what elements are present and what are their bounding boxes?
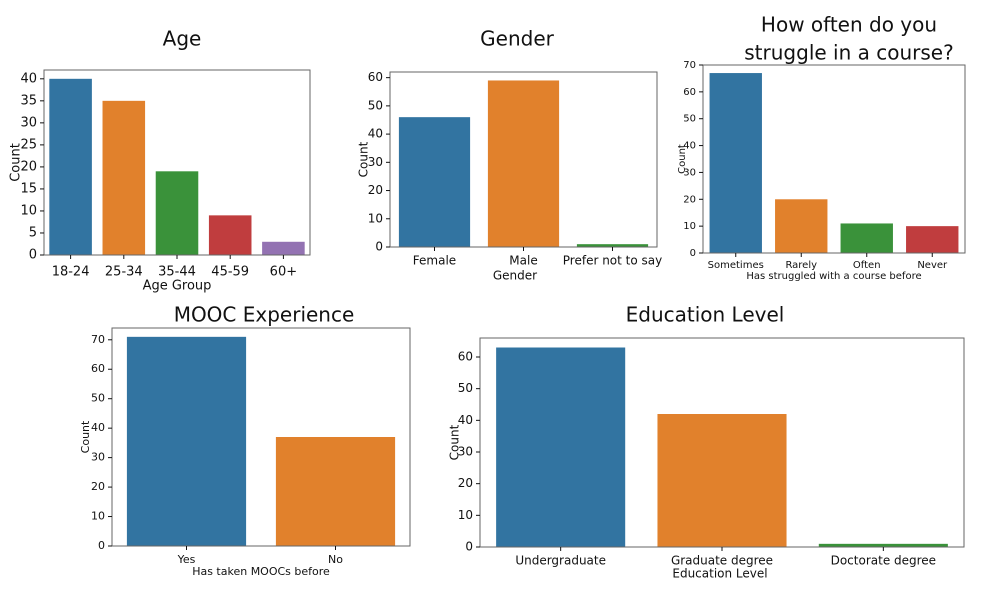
bar-struggle-2 xyxy=(840,223,893,253)
y-tick-label: 20 xyxy=(20,159,37,174)
x-tick-label: 25-34 xyxy=(105,265,143,280)
x-tick-label: Prefer not to say xyxy=(563,254,662,268)
y-tick-label: 50 xyxy=(683,114,696,125)
y-tick-label: 40 xyxy=(683,141,696,152)
bar-education-0 xyxy=(496,347,626,547)
y-axis-label: Count xyxy=(357,141,371,177)
bar-age-4 xyxy=(262,241,305,255)
y-tick-label: 60 xyxy=(91,362,105,375)
x-tick-label: Graduate degree xyxy=(671,554,773,568)
chart-title: Age xyxy=(163,27,202,51)
x-axis-label: Age Group xyxy=(143,279,212,294)
y-tick-label: 50 xyxy=(458,381,473,395)
x-tick-label: Sometimes xyxy=(708,260,764,271)
bar-age-3 xyxy=(208,215,252,255)
y-tick-label: 5 xyxy=(29,225,37,240)
y-axis-label: Count xyxy=(79,420,92,453)
bar-age-1 xyxy=(102,100,146,255)
bar-gender-0 xyxy=(398,117,471,248)
y-tick-label: 0 xyxy=(465,540,473,554)
y-tick-label: 20 xyxy=(91,480,105,493)
y-tick-label: 35 xyxy=(20,93,37,108)
chart-title: Gender xyxy=(480,27,554,51)
chart-title: MOOC Experience xyxy=(174,303,355,327)
x-tick-label: Never xyxy=(917,260,948,271)
x-tick-label: Doctorate degree xyxy=(831,554,936,568)
y-tick-label: 70 xyxy=(91,333,105,346)
x-tick-label: No xyxy=(328,553,343,566)
chart-title: How often do you xyxy=(761,13,937,37)
bar-age-0 xyxy=(49,78,92,255)
bar-struggle-3 xyxy=(906,226,959,253)
y-axis-label: Count xyxy=(448,424,462,460)
y-tick-label: 40 xyxy=(458,413,473,427)
y-tick-label: 0 xyxy=(98,539,105,552)
y-tick-label: 40 xyxy=(368,127,383,141)
y-tick-label: 15 xyxy=(20,181,37,196)
x-tick-label: 45-59 xyxy=(211,265,249,280)
y-tick-label: 40 xyxy=(91,421,105,434)
y-tick-label: 10 xyxy=(91,510,105,523)
y-tick-label: 10 xyxy=(683,221,696,232)
chart-education: Education Level 0 10 20 30 40 50 60 Undergraduat… xyxy=(448,303,965,581)
y-tick-label: 10 xyxy=(458,508,473,522)
x-tick-label: Rarely xyxy=(785,260,817,271)
y-tick-label: 0 xyxy=(690,248,696,259)
y-tick-label: 60 xyxy=(683,87,696,98)
plot-frame xyxy=(702,64,966,254)
y-tick-label: 0 xyxy=(29,248,37,263)
bar-mooc-1 xyxy=(275,437,396,546)
y-tick-label: 10 xyxy=(368,211,383,225)
y-tick-label: 30 xyxy=(20,115,37,130)
y-tick-label: 25 xyxy=(20,137,37,152)
y-tick-label: 50 xyxy=(368,98,383,112)
bar-gender-2 xyxy=(576,244,649,247)
x-tick-label: Yes xyxy=(177,553,196,566)
y-tick-label: 20 xyxy=(683,194,696,205)
y-tick-label: 20 xyxy=(368,183,383,197)
chart-title: struggle in a course? xyxy=(744,41,953,65)
bar-mooc-0 xyxy=(126,336,247,546)
y-tick-label: 10 xyxy=(20,203,37,218)
bar-education-1 xyxy=(657,414,787,547)
bar-struggle-1 xyxy=(775,199,828,253)
y-tick-label: 40 xyxy=(20,71,37,86)
chart-age: Age 0 5 10 15 20 25 30 35 40 18-24 25-34 35-44 45-59 6… xyxy=(9,27,311,294)
x-tick-label: Undergraduate xyxy=(515,554,606,568)
bar-age-2 xyxy=(155,171,199,255)
y-tick-label: 20 xyxy=(458,476,473,490)
y-tick-label: 60 xyxy=(458,350,473,364)
x-axis-label: Has struggled with a course before xyxy=(746,271,921,282)
y-tick-label: 50 xyxy=(91,392,105,405)
chart-title: Education Level xyxy=(626,303,785,327)
x-tick-label: 35-44 xyxy=(158,265,196,280)
x-tick-label: Often xyxy=(853,260,881,271)
x-tick-label: Female xyxy=(413,254,456,268)
y-axis-label: Count xyxy=(9,143,24,182)
x-axis-label: Has taken MOOCs before xyxy=(192,565,330,578)
y-tick-label: 30 xyxy=(683,167,696,178)
x-tick-label: 18-24 xyxy=(52,265,90,280)
x-tick-label: 60+ xyxy=(270,265,297,280)
x-axis-label: Education Level xyxy=(672,567,767,581)
bar-gender-1 xyxy=(487,80,560,247)
y-tick-label: 30 xyxy=(458,445,473,459)
y-tick-label: 70 xyxy=(683,60,696,71)
y-tick-label: 0 xyxy=(375,240,383,254)
bar-struggle-0 xyxy=(709,73,762,253)
chart-struggle: How often do you struggle in a course? 0 10… xyxy=(677,13,966,282)
plot-frame xyxy=(111,327,411,547)
y-tick-label: 60 xyxy=(368,70,383,84)
y-axis-label: Count xyxy=(677,144,688,174)
bar-education-2 xyxy=(818,543,948,547)
y-tick-label: 30 xyxy=(368,155,383,169)
x-tick-label: Male xyxy=(509,254,537,268)
y-tick-label: 30 xyxy=(91,451,105,464)
chart-gender: Gender 0 10 20 30 40 50 60 Female Male Prefer not … xyxy=(357,27,663,283)
x-axis-label: Gender xyxy=(493,269,537,283)
